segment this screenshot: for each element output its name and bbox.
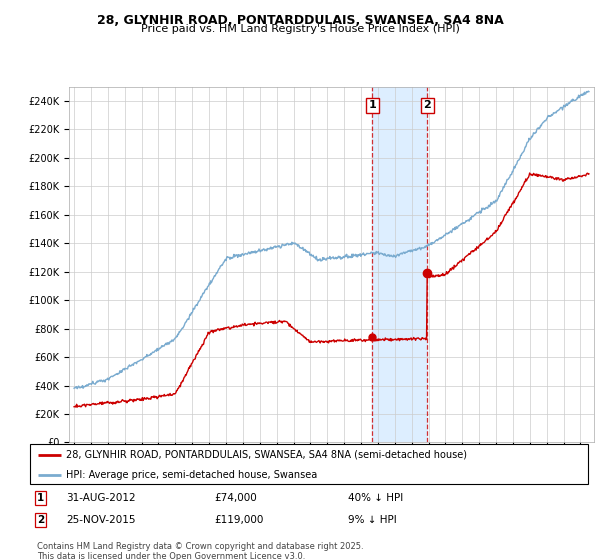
Text: £74,000: £74,000	[214, 493, 257, 503]
Bar	[373, 87, 427, 442]
Text: 2: 2	[423, 100, 431, 110]
Text: HPI: Average price, semi-detached house, Swansea: HPI: Average price, semi-detached house,…	[66, 470, 317, 480]
Text: 9% ↓ HPI: 9% ↓ HPI	[348, 515, 397, 525]
Text: Contains HM Land Registry data © Crown copyright and database right 2025.
This d: Contains HM Land Registry data © Crown c…	[37, 542, 364, 560]
Text: 28, GLYNHIR ROAD, PONTARDDULAIS, SWANSEA, SA4 8NA: 28, GLYNHIR ROAD, PONTARDDULAIS, SWANSEA…	[97, 14, 503, 27]
Text: 1: 1	[368, 100, 376, 110]
Text: 40% ↓ HPI: 40% ↓ HPI	[348, 493, 403, 503]
Text: £119,000: £119,000	[214, 515, 263, 525]
Text: Price paid vs. HM Land Registry's House Price Index (HPI): Price paid vs. HM Land Registry's House …	[140, 24, 460, 34]
Text: 1: 1	[37, 493, 44, 503]
Text: 28, GLYNHIR ROAD, PONTARDDULAIS, SWANSEA, SA4 8NA (semi-detached house): 28, GLYNHIR ROAD, PONTARDDULAIS, SWANSEA…	[66, 450, 467, 460]
Text: 2: 2	[37, 515, 44, 525]
Text: 25-NOV-2015: 25-NOV-2015	[66, 515, 136, 525]
Text: 31-AUG-2012: 31-AUG-2012	[66, 493, 136, 503]
